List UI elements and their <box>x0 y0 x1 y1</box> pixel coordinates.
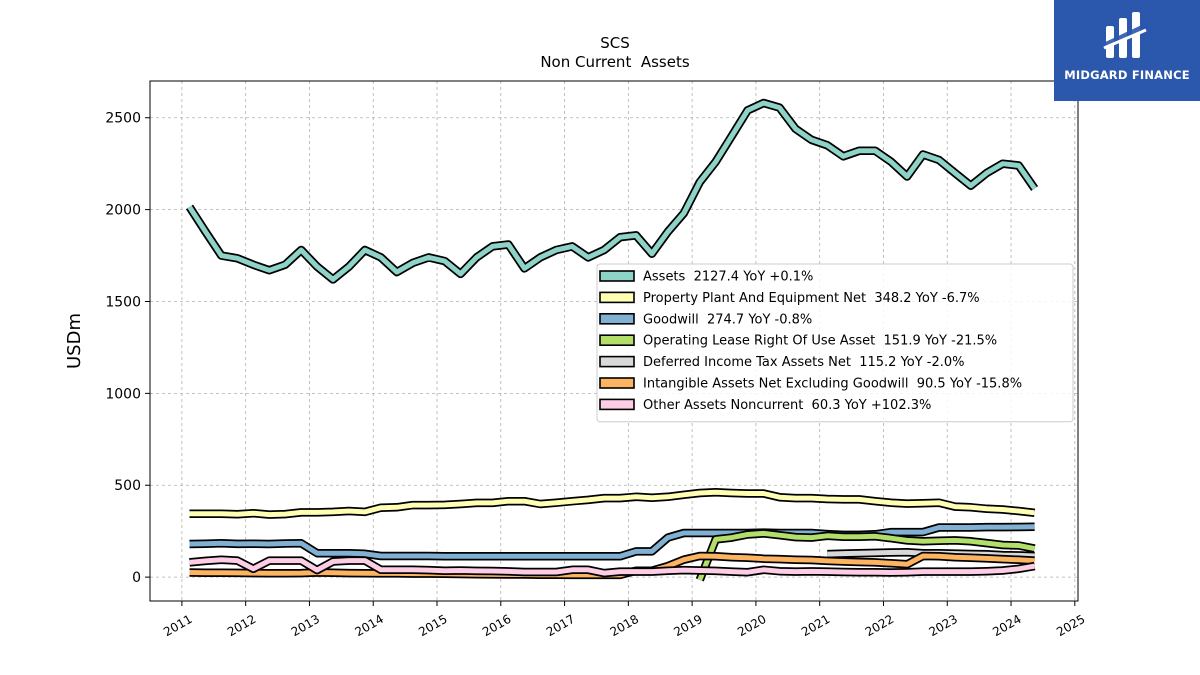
brand-name: MIDGARD FINANCE <box>1064 68 1190 82</box>
x-tick-label: 2024 <box>990 612 1023 639</box>
x-tick-label: 2014 <box>353 612 386 639</box>
series-core <box>189 524 1035 559</box>
legend: Assets 2127.4 YoY +0.1% Property Plant An… <box>596 263 1074 423</box>
legend-swatch <box>599 270 635 282</box>
plot-frame <box>149 80 1079 602</box>
legend-label: Operating Lease Right Of Use Asset 151.9… <box>643 334 997 349</box>
legend-swatch <box>599 377 635 389</box>
series-core <box>189 489 1035 518</box>
series-outline <box>185 98 1039 284</box>
y-tick-label: 2000 <box>105 203 141 219</box>
x-tick-label: 2020 <box>735 612 768 639</box>
legend-swatch <box>599 334 635 347</box>
x-tick-label: 2011 <box>161 612 194 639</box>
legend-swatch <box>599 291 635 304</box>
x-tick-label: 2017 <box>544 612 577 639</box>
series-core <box>187 100 1037 282</box>
brand-logo: MIDGARD FINANCE <box>1054 0 1200 101</box>
legend-label: Assets 2127.4 YoY +0.1% <box>643 270 813 285</box>
legend-label: Goodwill 274.7 YoY -0.8% <box>643 312 812 327</box>
x-tick-label: 2013 <box>289 612 322 639</box>
y-tick-label: 0 <box>132 570 141 586</box>
series-core <box>697 530 1036 581</box>
x-tick-label: 2023 <box>927 612 960 639</box>
y-tick-label: 1000 <box>105 386 141 402</box>
series-line <box>189 487 1036 519</box>
legend-label: Deferred Income Tax Assets Net 115.2 YoY… <box>643 355 965 370</box>
legend-swatch <box>599 312 635 325</box>
legend-label: Intangible Assets Net Excluding Goodwill… <box>643 377 1022 392</box>
series-line <box>695 529 1036 582</box>
chart-subtitle: Non Current Assets <box>540 53 690 71</box>
series-line <box>189 555 1036 578</box>
x-tick-label: 2021 <box>799 612 832 639</box>
legend-label: Other Assets Noncurrent 60.3 YoY +102.3% <box>643 398 931 413</box>
x-tick-label: 2016 <box>480 612 513 639</box>
series-line <box>185 98 1039 284</box>
y-tick-label: 500 <box>114 478 141 494</box>
legend-swatch <box>599 398 635 411</box>
y-axis-label: USDm <box>64 313 85 369</box>
x-tick-label: 2022 <box>863 612 896 639</box>
legend-box <box>596 263 1074 423</box>
brand-mark-icon <box>1101 12 1148 58</box>
y-tick-label: 1500 <box>105 294 141 310</box>
legend-label: Property Plant And Equipment Net 348.2 Y… <box>643 291 980 306</box>
chart-title: SCS <box>600 34 630 52</box>
x-tick-label: 2025 <box>1054 612 1087 639</box>
series-core <box>189 557 1036 576</box>
series-line <box>189 522 1035 561</box>
legend-swatch <box>599 355 635 368</box>
x-tick-label: 2015 <box>416 612 449 639</box>
y-tick-label: 2500 <box>105 111 141 127</box>
series-layer <box>185 98 1039 582</box>
x-tick-label: 2019 <box>671 612 704 639</box>
x-tick-label: 2018 <box>608 612 641 639</box>
x-tick-label: 2012 <box>225 612 258 639</box>
